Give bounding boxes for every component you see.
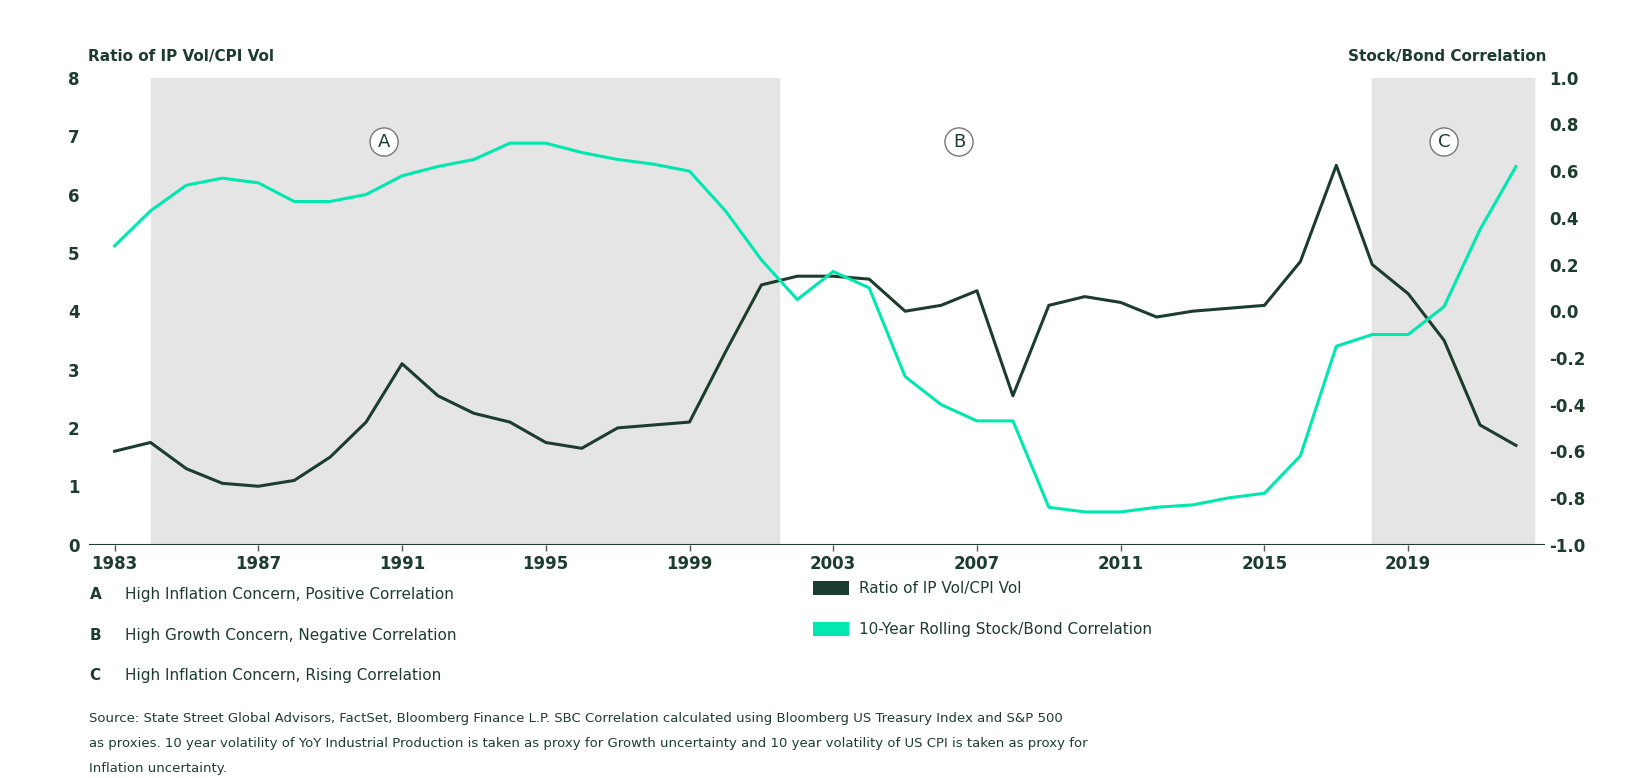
Text: B: B: [89, 628, 101, 643]
Text: A: A: [377, 133, 390, 151]
Text: Inflation uncertainty.: Inflation uncertainty.: [89, 762, 228, 775]
Text: as proxies. 10 year volatility of YoY Industrial Production is taken as proxy fo: as proxies. 10 year volatility of YoY In…: [89, 737, 1088, 750]
Bar: [151, 78, 779, 545]
Text: A: A: [89, 587, 101, 602]
Text: High Growth Concern, Negative Correlation: High Growth Concern, Negative Correlatio…: [125, 628, 457, 643]
Text: Source: State Street Global Advisors, FactSet, Bloomberg Finance L.P. SBC Correl: Source: State Street Global Advisors, Fa…: [89, 712, 1063, 725]
Text: High Inflation Concern, Rising Correlation: High Inflation Concern, Rising Correlati…: [125, 668, 441, 683]
Text: B: B: [953, 133, 966, 151]
Text: 10-Year Rolling Stock/Bond Correlation: 10-Year Rolling Stock/Bond Correlation: [859, 622, 1151, 637]
Text: Ratio of IP Vol/CPI Vol: Ratio of IP Vol/CPI Vol: [88, 49, 273, 64]
Text: C: C: [1437, 133, 1450, 151]
Text: Stock/Bond Correlation: Stock/Bond Correlation: [1348, 49, 1546, 64]
Text: C: C: [89, 668, 101, 683]
Text: Ratio of IP Vol/CPI Vol: Ratio of IP Vol/CPI Vol: [859, 581, 1021, 597]
Text: High Inflation Concern, Positive Correlation: High Inflation Concern, Positive Correla…: [125, 587, 454, 602]
Bar: [1372, 78, 1533, 545]
